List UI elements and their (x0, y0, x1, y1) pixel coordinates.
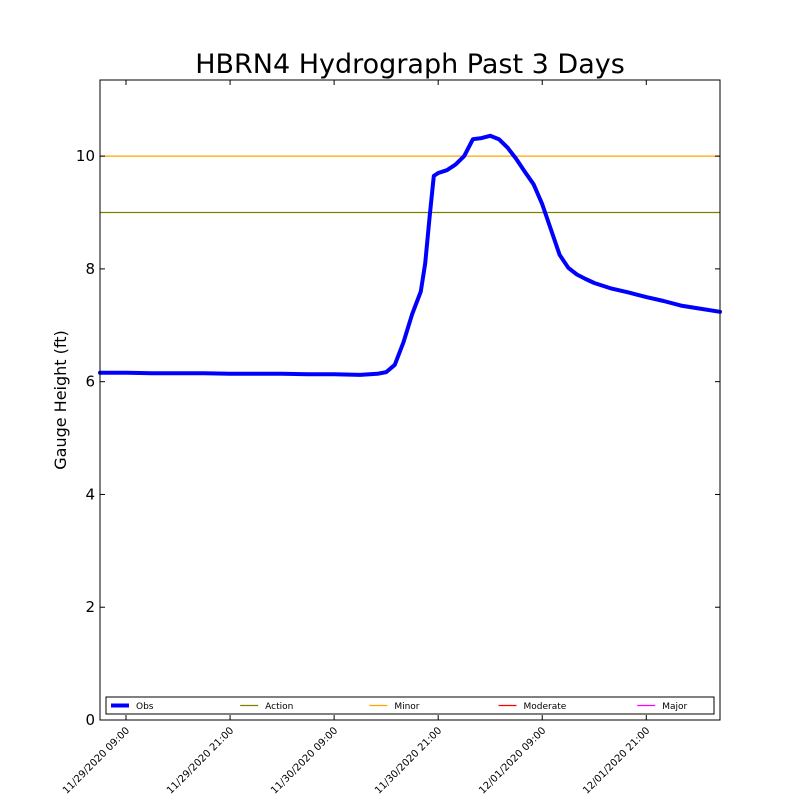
x-tick-label: 11/29/2020 09:00 (61, 725, 132, 796)
series-line-obs (98, 133, 722, 377)
x-tick-label: 11/30/2020 21:00 (373, 725, 444, 796)
legend-label-minor: Minor (394, 702, 419, 712)
axis-ticks: 0 2 4 6 8 10 11/29/2020 09:00 11/29/2020 21:00 1… (61, 80, 720, 797)
threshold-lines (100, 155, 720, 214)
x-tick-label: 12/01/2020 21:00 (581, 725, 652, 796)
y-tick-label: 10 (76, 147, 95, 165)
x-tick-label: 12/01/2020 09:00 (477, 725, 548, 796)
legend-label-action: Action (265, 702, 293, 712)
y-tick-label: 8 (85, 260, 95, 278)
plot-area-frame (99, 79, 721, 721)
legend-label-moderate: Moderate (524, 702, 567, 712)
legend-box (105, 696, 715, 715)
y-tick-label: 4 (85, 485, 95, 503)
y-tick-label: 2 (85, 598, 95, 616)
legend-label-obs: Obs (136, 702, 154, 712)
y-axis-label: Gauge Height (ft) (51, 330, 70, 470)
legend: Obs Action Minor Moderate Major (105, 696, 715, 715)
x-tick-label: 11/29/2020 21:00 (165, 725, 236, 796)
y-tick-label: 6 (85, 373, 95, 391)
chart-title: HBRN4 Hydrograph Past 3 Days (195, 49, 625, 80)
x-tick-label: 11/30/2020 09:00 (269, 725, 340, 796)
legend-label-major: Major (662, 702, 687, 712)
series-layer (98, 133, 722, 377)
y-tick-label: 0 (85, 711, 95, 729)
